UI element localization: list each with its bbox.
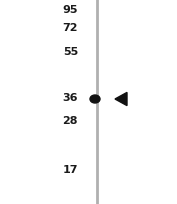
Text: 28: 28 bbox=[62, 115, 78, 125]
Text: 95: 95 bbox=[62, 5, 78, 15]
Text: 17: 17 bbox=[62, 164, 78, 174]
Ellipse shape bbox=[90, 95, 100, 103]
Text: 36: 36 bbox=[62, 93, 78, 102]
Text: 72: 72 bbox=[62, 23, 78, 33]
Polygon shape bbox=[115, 93, 127, 106]
Text: 55: 55 bbox=[63, 47, 78, 57]
